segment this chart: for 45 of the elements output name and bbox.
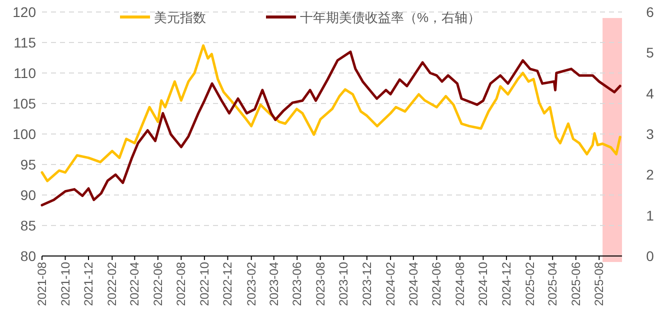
y-tick-label: 85 — [20, 218, 36, 234]
x-tick-label: 2021-12 — [82, 262, 96, 306]
x-tick-label: 2023-02 — [244, 262, 258, 306]
y-tick-label: 120 — [12, 4, 36, 20]
x-tick-label: 2022-08 — [174, 262, 188, 306]
line-series — [40, 44, 622, 182]
y2-tick-label: 4 — [646, 85, 654, 102]
y-tick-label: 100 — [12, 126, 36, 142]
x-tick-label: 2023-12 — [360, 262, 374, 306]
y-tick-label: 90 — [20, 187, 36, 203]
y2-tick-label: 1 — [646, 207, 654, 224]
y2-tick-label: 2 — [646, 166, 654, 183]
x-tick-label: 2023-04 — [266, 262, 281, 306]
x-tick-label: 2025-02 — [523, 262, 538, 306]
x-tick-label: 2024-10 — [476, 262, 490, 306]
x-tick-label: 2023-06 — [290, 262, 304, 306]
x-tick-label: 2022-12 — [220, 262, 235, 306]
x-tick-label: 2025-04 — [546, 262, 560, 306]
x-tick-label: 2024-08 — [452, 262, 467, 306]
line-series — [40, 50, 622, 206]
x-tick-label: 2023-08 — [313, 262, 328, 306]
y-tick-label: 115 — [14, 34, 36, 50]
x-tick-label: 2024-02 — [384, 262, 398, 306]
x-tick-label: 2023-10 — [336, 262, 351, 306]
x-tick-label: 2021-10 — [58, 262, 72, 306]
x-tick-label: 2024-06 — [430, 262, 444, 306]
x-tick-label: 2022-10 — [197, 262, 212, 306]
x-tick-label: 2025-06 — [568, 262, 583, 306]
y-tick-label: 110 — [14, 65, 36, 81]
x-tick-label: 2022-04 — [128, 262, 142, 306]
x-tick-label: 2022-06 — [150, 262, 165, 306]
y2-tick-label: 3 — [646, 126, 654, 142]
y-tick-label: 95 — [20, 156, 36, 172]
x-tick-label: 2021-08 — [35, 262, 49, 306]
y-tick-label: 80 — [20, 248, 36, 264]
x-tick-label: 2025-08 — [592, 262, 606, 306]
x-tick-label: 2024-12 — [499, 262, 514, 306]
legend-label: 美元指数 — [154, 10, 206, 25]
y2-tick-label: 6 — [646, 4, 654, 20]
y2-tick-label: 0 — [646, 248, 654, 264]
y2-tick-label: 5 — [646, 44, 654, 61]
x-tick-label: 2024-04 — [406, 262, 420, 306]
legend-label: 十年期美债收益率（%，右轴） — [300, 10, 481, 25]
y-tick-label: 105 — [12, 96, 36, 112]
x-tick-label: 2022-02 — [105, 262, 120, 306]
